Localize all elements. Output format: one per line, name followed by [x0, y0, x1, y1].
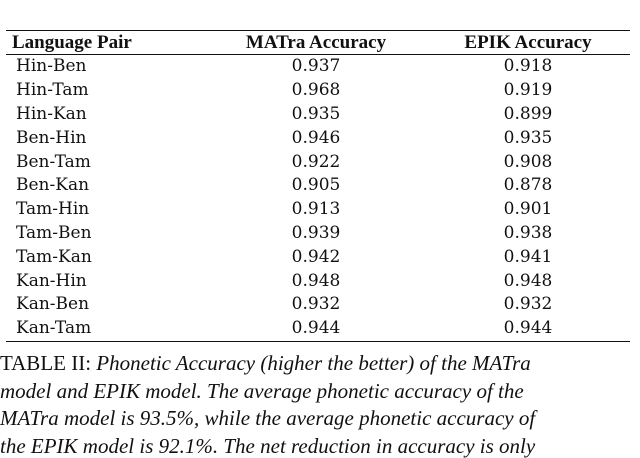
table-row: Ben-Kan 0.905 0.878	[6, 174, 630, 198]
cell-language-pair: Ben-Kan	[16, 175, 90, 196]
table-row: Tam-Hin 0.913 0.901	[6, 198, 630, 222]
caption-line-3: MATra model is 93.5%, while the average …	[0, 406, 536, 430]
cell-epik-accuracy: 0.938	[503, 222, 553, 243]
cell-epik-accuracy: 0.935	[503, 127, 553, 148]
cell-matra-accuracy: 0.968	[291, 80, 341, 101]
table-row: Hin-Ben 0.937 0.918	[6, 55, 630, 79]
cell-language-pair: Ben-Tam	[16, 151, 91, 172]
cell-epik-accuracy: 0.944	[426, 316, 630, 342]
table-row: Hin-Tam 0.968 0.919	[6, 79, 630, 103]
cell-epik-accuracy: 0.901	[503, 199, 553, 220]
caption-line-1: TABLE II: Phonetic Accuracy (higher the …	[0, 350, 640, 378]
cell-matra-accuracy: 0.935	[291, 103, 341, 124]
table-row: Kan-Hin 0.948 0.948	[6, 269, 630, 293]
cell-matra-accuracy: 0.946	[291, 127, 341, 148]
cell-matra-accuracy: 0.913	[291, 199, 341, 220]
caption-line-4: the EPIK model is 92.1%. The net reducti…	[0, 433, 536, 458]
cell-epik-accuracy: 0.878	[503, 175, 553, 196]
cell-epik-accuracy: 0.932	[503, 294, 553, 315]
header-epik-accuracy: EPIK Accuracy	[426, 30, 630, 55]
cell-language-pair: Kan-Ben	[16, 294, 90, 315]
table-row: Tam-Ben 0.939 0.938	[6, 222, 630, 246]
cell-epik-accuracy: 0.908	[503, 151, 553, 172]
table-row: Kan-Ben 0.932 0.932	[6, 293, 630, 317]
cell-matra-accuracy: 0.942	[291, 246, 341, 267]
cell-matra-accuracy: 0.905	[291, 175, 341, 196]
table-header-row: Language Pair MATra Accuracy EPIK Accura…	[6, 30, 630, 55]
cell-matra-accuracy: 0.937	[291, 56, 341, 77]
cell-matra-accuracy: 0.944	[206, 316, 426, 342]
cell-matra-accuracy: 0.922	[291, 151, 341, 172]
cell-language-pair: Tam-Kan	[16, 246, 92, 267]
caption-label: TABLE II:	[0, 351, 97, 375]
table-row: Ben-Hin 0.946 0.935	[6, 126, 630, 150]
cell-matra-accuracy: 0.948	[291, 270, 341, 291]
cell-language-pair: Tam-Hin	[16, 199, 90, 220]
cell-epik-accuracy: 0.941	[503, 246, 553, 267]
cell-language-pair: Hin-Kan	[16, 103, 87, 124]
cell-language-pair: Kan-Tam	[6, 316, 206, 342]
cell-epik-accuracy: 0.919	[503, 80, 553, 101]
cell-matra-accuracy: 0.932	[291, 294, 341, 315]
table-body: Hin-Ben 0.937 0.918 Hin-Tam 0.968 0.919 Hin-Ka…	[6, 55, 630, 342]
cell-epik-accuracy: 0.899	[503, 103, 553, 124]
cell-epik-accuracy: 0.948	[503, 270, 553, 291]
table-row: Kan-Tam 0.944 0.944	[6, 316, 630, 342]
cell-language-pair: Hin-Tam	[16, 80, 89, 101]
header-language-pair: Language Pair	[6, 30, 206, 55]
header-matra-accuracy: MATra Accuracy	[206, 30, 426, 55]
caption-text-1: Phonetic Accuracy (higher the better) of…	[96, 351, 531, 375]
cell-language-pair: Kan-Hin	[16, 270, 87, 291]
cell-matra-accuracy: 0.939	[291, 222, 341, 243]
phonetic-accuracy-table: Language Pair MATra Accuracy EPIK Accura…	[6, 30, 630, 342]
cell-language-pair: Hin-Ben	[16, 56, 87, 77]
table-row: Hin-Kan 0.935 0.899	[6, 103, 630, 127]
cell-language-pair: Ben-Hin	[16, 127, 87, 148]
table-row: Ben-Tam 0.922 0.908	[6, 150, 630, 174]
table-row: Tam-Kan 0.942 0.941	[6, 245, 630, 269]
table-caption: TABLE II: Phonetic Accuracy (higher the …	[0, 350, 640, 458]
caption-line-2: model and EPIK model. The average phonet…	[0, 378, 524, 403]
cell-epik-accuracy: 0.918	[503, 56, 553, 77]
cell-language-pair: Tam-Ben	[16, 222, 92, 243]
